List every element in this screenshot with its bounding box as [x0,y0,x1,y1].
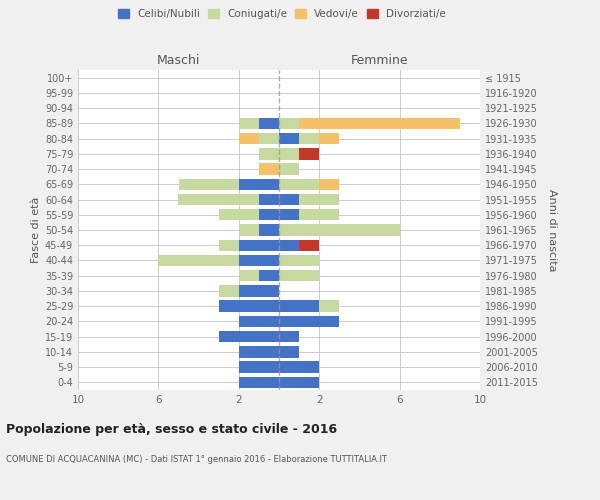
Bar [239,133,259,144]
Bar [239,224,259,235]
Bar [279,331,299,342]
Y-axis label: Fasce di età: Fasce di età [31,197,41,263]
Bar [259,194,279,205]
Text: Femmine: Femmine [350,54,409,68]
Legend: Celibi/Nubili, Coniugati/e, Vedovi/e, Divorziati/e: Celibi/Nubili, Coniugati/e, Vedovi/e, Di… [114,5,450,24]
Bar [279,316,340,327]
Bar [218,209,259,220]
Bar [239,362,279,373]
Bar [319,133,340,144]
Bar [239,118,259,129]
Bar [259,209,279,220]
Bar [299,118,460,129]
Bar [279,362,319,373]
Bar [179,178,239,190]
Bar [279,270,319,281]
Bar [239,285,279,296]
Bar [219,285,239,296]
Bar [259,224,279,235]
Text: COMUNE DI ACQUACANINA (MC) - Dati ISTAT 1° gennaio 2016 - Elaborazione TUTTITALI: COMUNE DI ACQUACANINA (MC) - Dati ISTAT … [6,455,387,464]
Y-axis label: Anni di nascita: Anni di nascita [547,188,557,271]
Bar [299,133,319,144]
Bar [239,346,279,358]
Bar [299,240,319,251]
Bar [279,346,299,358]
Bar [259,148,279,160]
Bar [299,209,340,220]
Bar [279,194,299,205]
Bar [319,178,340,190]
Bar [259,118,279,129]
Bar [279,376,319,388]
Bar [259,133,279,144]
Text: Popolazione per età, sesso e stato civile - 2016: Popolazione per età, sesso e stato civil… [6,422,337,436]
Bar [279,164,299,175]
Bar [279,209,299,220]
Bar [218,331,279,342]
Bar [299,194,340,205]
Bar [279,178,319,190]
Bar [259,270,279,281]
Bar [279,118,299,129]
Bar [279,300,319,312]
Bar [299,148,319,160]
Bar [179,194,259,205]
Bar [239,316,279,327]
Bar [319,300,340,312]
Bar [239,240,279,251]
Bar [239,376,279,388]
Bar [158,255,239,266]
Bar [218,300,279,312]
Text: Maschi: Maschi [157,54,200,68]
Bar [219,240,239,251]
Bar [279,224,400,235]
Bar [239,178,279,190]
Bar [279,255,319,266]
Bar [279,240,299,251]
Bar [239,270,259,281]
Bar [279,133,299,144]
Bar [259,164,279,175]
Bar [239,255,279,266]
Bar [279,148,299,160]
